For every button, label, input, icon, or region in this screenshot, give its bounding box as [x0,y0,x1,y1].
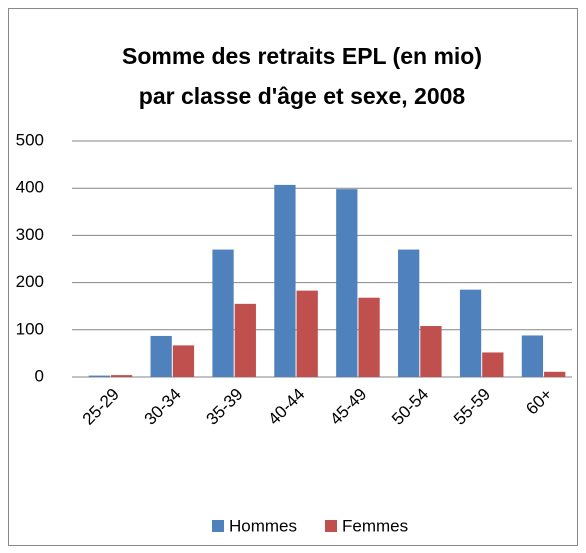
bar [212,249,234,377]
bar [336,189,358,377]
bar [88,375,110,377]
y-tick-label: 200 [16,272,44,291]
bar [234,303,256,377]
bar [420,326,442,377]
bar [110,375,133,377]
chart-title: Somme des retraits EPL (en mio) [122,43,482,69]
bar [459,289,482,377]
bar [296,290,318,377]
y-tick-label: 400 [16,178,44,197]
bar [482,352,504,377]
y-tick-label: 300 [16,225,44,244]
legend-label: Hommes [229,516,297,535]
bar [521,335,544,377]
bar [172,345,195,377]
bar [544,371,566,377]
legend-swatch [325,520,338,532]
bar [274,184,296,377]
chart-title: par classe d'âge et sexe, 2008 [139,83,466,109]
bar [358,297,380,377]
legend-swatch [212,520,224,532]
legend-label: Femmes [342,516,408,535]
bar [150,335,172,377]
y-tick-label: 0 [35,366,44,385]
bar [398,249,420,377]
y-tick-label: 100 [16,319,44,338]
y-tick-label: 500 [16,130,44,149]
